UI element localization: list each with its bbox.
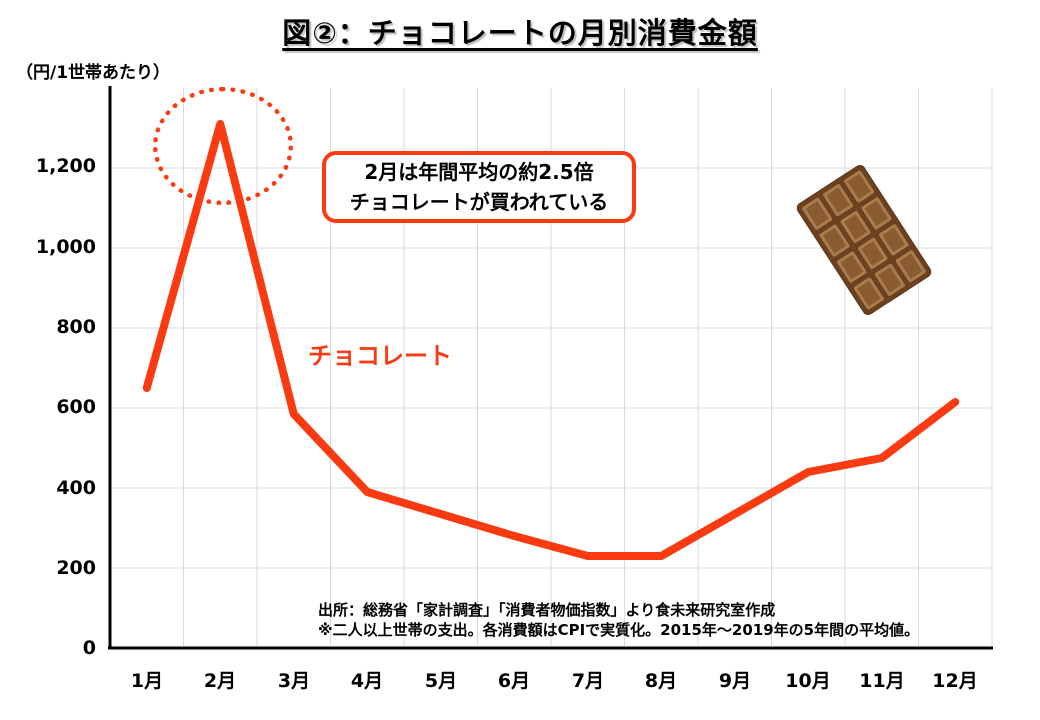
x-tick-label: 11月 (859, 670, 905, 692)
x-tick-label: 3月 (277, 670, 311, 692)
february-peak-highlight-circle (153, 87, 293, 205)
series-label: チョコレート (308, 342, 452, 370)
x-tick-label: 10月 (785, 670, 831, 692)
y-axis-unit-label: （円/1世帯あたり） (16, 63, 171, 83)
x-tick-label: 2月 (203, 670, 237, 692)
source-line-2: ※二人以上世帯の支出。各消費額はCPIで実質化。2015年～2019年の5年間の… (318, 621, 920, 639)
x-tick-label: 6月 (497, 670, 531, 692)
x-tick-label: 7月 (571, 670, 605, 692)
y-tick-label: 0 (82, 637, 96, 659)
x-tick-label: 5月 (424, 670, 458, 692)
x-tick-label: 9月 (718, 670, 752, 692)
source-note: 出所：総務省「家計調査」「消費者物価指数」より食未来研究室作成 ※二人以上世帯の… (318, 600, 919, 640)
y-tick-label: 800 (56, 316, 96, 338)
x-tick-label: 4月 (350, 670, 384, 692)
source-line-1: 出所：総務省「家計調査」「消費者物価指数」より食未来研究室作成 (318, 601, 776, 619)
y-tick-label: 200 (56, 557, 96, 579)
chart-title: 図②：チョコレートの月別消費金額 (282, 16, 758, 50)
y-tick-label: 400 (56, 477, 96, 499)
x-tick-label: 12月 (932, 670, 978, 692)
y-tick-label: 1,200 (35, 155, 96, 177)
axes (108, 86, 993, 650)
annotation-callout: 2月は年間平均の約2.5倍 チョコレートが買われている (322, 151, 636, 223)
annotation-line-1: 2月は年間平均の約2.5倍 (364, 160, 594, 184)
x-tick-label: 1月 (130, 670, 164, 692)
annotation-line-2: チョコレートが買われている (349, 190, 609, 214)
y-tick-label: 600 (56, 396, 96, 418)
x-tick-label: 8月 (644, 670, 678, 692)
series-line (142, 120, 960, 560)
y-tick-label: 1,000 (35, 236, 96, 258)
